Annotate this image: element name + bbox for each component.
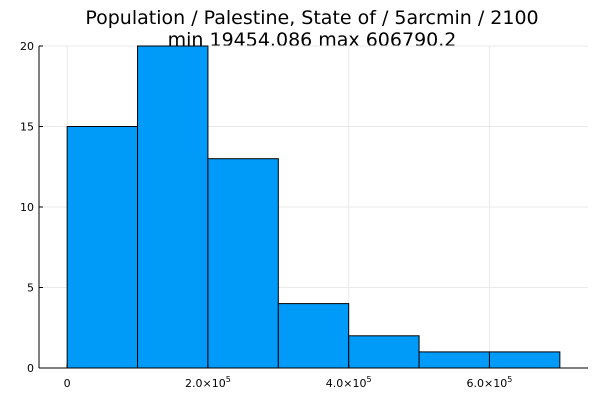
y-tick-label: 0 [27,362,34,375]
x-axis-ticks: 0 2.0×105 4.0×105 6.0×105 [64,364,513,390]
histogram-bar-4 [277,303,350,369]
x-tick-label: 4.0×105 [326,375,372,390]
histogram-bar-7 [488,351,561,369]
histogram-bars [66,45,561,369]
x-tick-label: 0 [64,377,71,390]
histogram-bar-1 [66,126,139,369]
histogram-bar-6 [418,351,490,369]
chart-title-line2: min 19454.086 max 606790.2 [168,29,457,51]
y-tick-label: 15 [20,121,34,134]
histogram-bar-5 [348,335,420,369]
y-tick-label: 20 [20,40,34,53]
y-tick-label: 10 [20,201,34,214]
histogram-bar-3 [207,158,279,369]
y-axis-ticks: 0 5 10 15 20 [20,40,43,375]
histogram-bar-2 [137,45,209,369]
x-tick-label: 6.0×105 [467,375,513,390]
chart-title-line1: Population / Palestine, State of / 5arcm… [85,7,538,29]
y-tick-label: 5 [27,282,34,295]
x-tick-label: 2.0×105 [185,375,231,390]
